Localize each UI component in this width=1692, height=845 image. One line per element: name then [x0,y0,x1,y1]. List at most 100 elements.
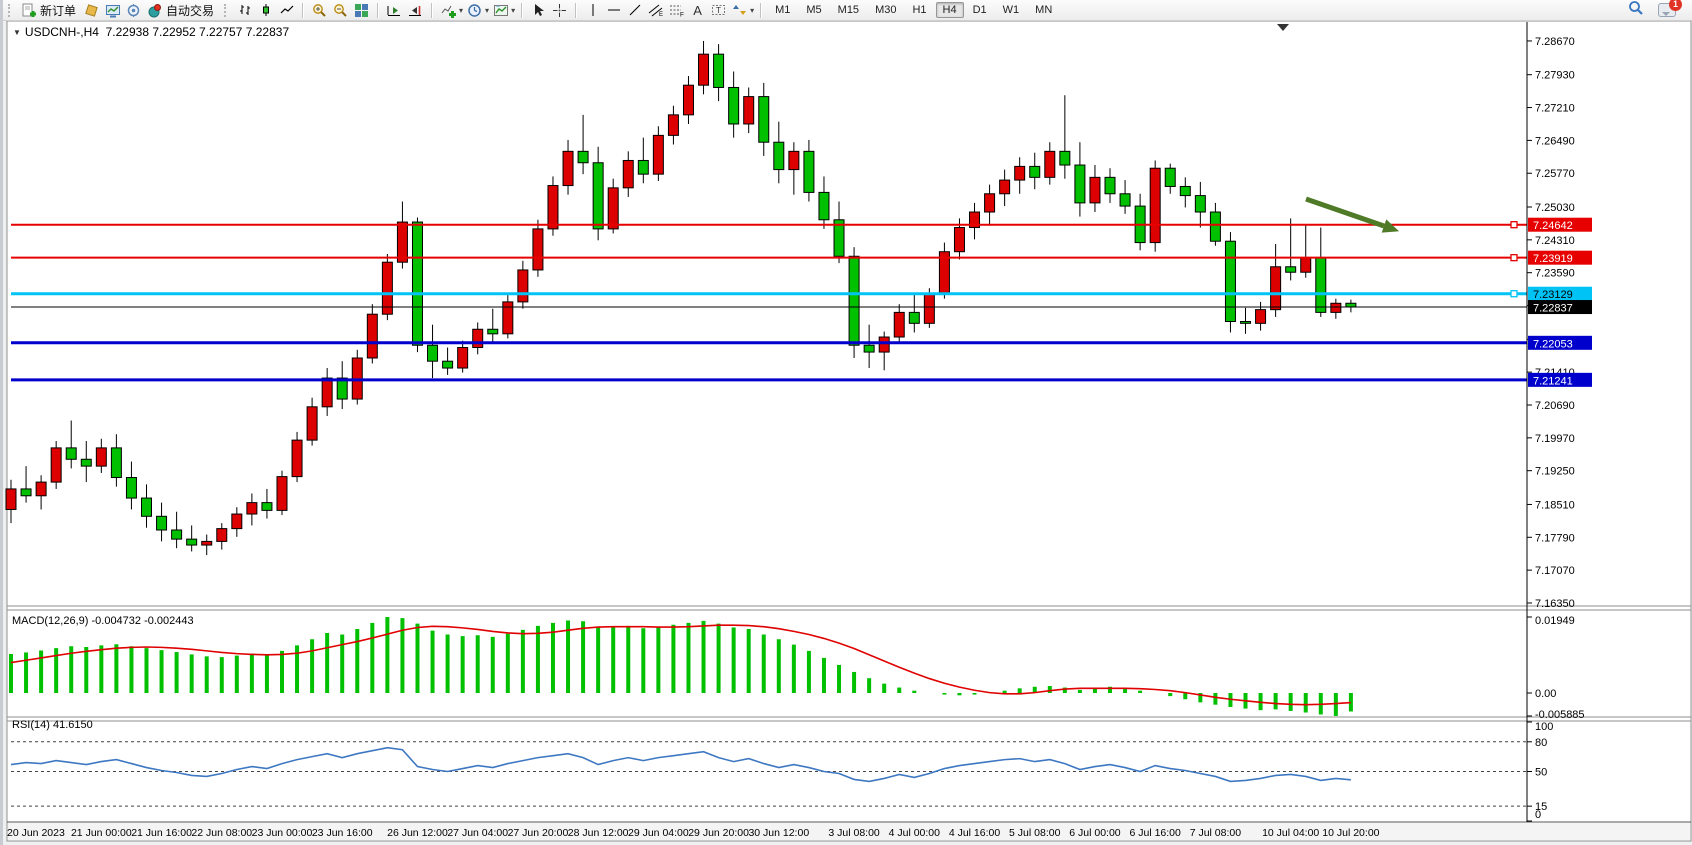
timeframe-button-w1[interactable]: W1 [1002,4,1020,16]
new-order-button[interactable]: 新订单 [40,3,77,18]
notifications-icon[interactable]: 1 [1658,0,1682,17]
timeframe-button-m5[interactable]: M5 [806,4,822,16]
candle-body [592,162,604,230]
time-tick-label: 20 Jun 2023 [7,827,65,839]
candle-body [1255,309,1267,324]
price-tick-label: 7.18510 [1535,499,1575,511]
hline-anchor[interactable] [1510,290,1518,298]
price-badge [1528,372,1592,387]
price-tick-label: 7.25030 [1535,202,1575,214]
new-order-icon[interactable] [18,1,39,19]
chevron-down-icon[interactable]: ▼ [13,28,21,37]
crosshair-icon[interactable] [549,1,570,19]
candle-body [788,150,800,171]
time-axis-strip[interactable] [8,823,1690,840]
time-tick-label: 23 Jun 16:00 [312,827,373,839]
trendline-tool-icon[interactable] [624,1,645,19]
macd-signal-line [10,624,1351,706]
candles [5,40,1357,556]
chart-shift-marker[interactable] [1277,24,1289,31]
fibonacci-tool-icon[interactable]: F [666,1,687,19]
candle-body [186,538,198,546]
rsi-value: 41.6150 [52,719,93,731]
price-badge [1528,217,1592,232]
time-tick-label: 30 Jun 12:00 [748,827,809,839]
periods-icon[interactable] [464,1,485,19]
time-axis[interactable]: 20 Jun 2023 21 Jun 00:00 21 Jun 16:00 22 Ju… [7,827,1380,839]
price-tick-label: 7.20690 [1535,400,1575,412]
chart-type-group [232,0,299,20]
zoom-in-icon[interactable] [309,1,330,19]
time-tick-label: 10 Jul 04:00 [1262,827,1319,839]
templates-icon[interactable] [490,1,511,19]
hline-anchor[interactable] [1510,254,1518,262]
separator [521,2,524,18]
arrows-tool-icon[interactable] [729,1,750,19]
candle-body [1179,185,1191,197]
autotrading-icon[interactable] [144,1,165,19]
trend-arrow[interactable] [1305,196,1385,229]
navigator-icon[interactable] [123,1,144,19]
candle-body [1059,150,1071,166]
zoom-out-icon[interactable] [330,1,351,19]
chevron-down-icon[interactable]: ▾ [750,5,755,15]
candle-body [140,497,152,517]
time-tick-label: 3 Jul 08:00 [828,827,880,839]
timeframe-button-d1[interactable]: D1 [972,4,987,16]
candle-body [50,447,62,483]
time-tick-label: 5 Jul 08:00 [1009,827,1061,839]
indicators-icon[interactable] [438,1,459,19]
vertical-line-tool-icon[interactable] [582,1,603,19]
candle-body [1119,193,1131,207]
autotrading-button[interactable]: 自动交易 [166,3,215,18]
separator [302,2,305,18]
market-watch-icon[interactable] [102,1,123,19]
candle-body [878,336,890,353]
price-tick-label: 7.27210 [1535,103,1575,115]
price-badge-label: 7.21241 [1533,375,1573,387]
chart-canvas[interactable]: 7.28670 7.27930 7.27210 7.26490 7.25770 7.250… [3,0,1692,845]
candle-body [246,502,258,515]
line-chart-icon[interactable] [276,1,297,19]
chevron-down-icon[interactable]: ▾ [511,5,516,15]
toolbar-grip[interactable] [8,3,13,17]
timeframe-button-h4[interactable]: H4 [935,2,964,18]
bar-chart-icon[interactable] [234,1,255,19]
equidistant-channel-tool-icon[interactable]: E [645,1,666,19]
tile-windows-icon[interactable] [351,1,372,19]
candle-body [682,84,694,116]
candle-body [110,447,122,479]
profiles-icon[interactable] [81,1,102,19]
horizontal-line-tool-icon[interactable] [603,1,624,19]
timeframe-button-h1[interactable]: H1 [912,4,927,16]
candle-body [216,528,228,542]
timeframe-button-m30[interactable]: M30 [875,4,897,16]
text-label-tool-icon[interactable]: T [708,1,729,19]
timeframe-button-m1[interactable]: M1 [775,4,791,16]
timeframe-button-m15[interactable]: M15 [837,4,860,16]
candle-body [321,377,333,408]
candle-body [1149,167,1161,244]
chart-shift-icon[interactable] [405,1,426,19]
trend-arrow-head[interactable] [1381,219,1400,233]
chevron-down-icon[interactable]: ▾ [485,5,490,15]
price-tick-label: 7.27930 [1535,70,1575,82]
chart-title[interactable]: ▼ USDCNH-,H4 7.22938 7.22952 7.22757 7.22… [13,25,289,39]
candle-body [848,255,860,346]
candle-body [442,360,454,369]
candle-body [728,86,740,125]
toolbar-grip[interactable] [224,3,229,17]
candlestick-chart-icon[interactable] [255,1,276,19]
timeframe-button-mn[interactable]: MN [1035,4,1053,16]
price-axis[interactable]: 7.28670 7.27930 7.27210 7.26490 7.25770 7.250… [1526,22,1592,822]
chevron-down-icon[interactable]: ▾ [459,5,464,15]
text-tool-icon[interactable]: A [693,2,702,18]
auto-scroll-icon[interactable] [384,1,405,19]
search-icon[interactable] [1628,0,1644,21]
time-tick-label: 6 Jul 00:00 [1069,827,1121,839]
candle-body [667,114,679,136]
trade-group: 新订单 自动交易 [16,0,221,20]
candle-body [487,328,499,335]
hline-anchor[interactable] [1510,221,1518,229]
cursor-icon[interactable] [528,1,549,19]
